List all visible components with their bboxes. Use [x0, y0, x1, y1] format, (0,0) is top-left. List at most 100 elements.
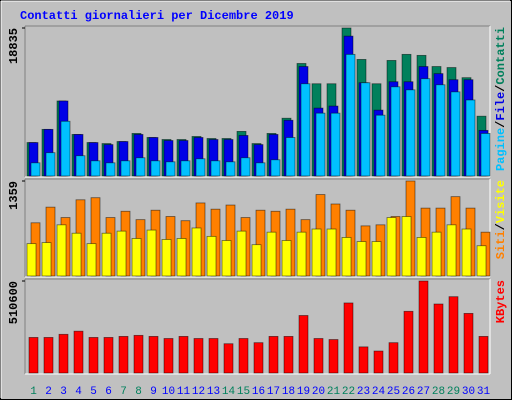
x-tick-label: 19: [297, 386, 310, 398]
bar: [240, 157, 251, 177]
bar: [90, 160, 101, 177]
bar: [206, 235, 217, 277]
bar: [311, 228, 322, 277]
bar: [285, 137, 296, 177]
bar: [45, 152, 56, 177]
bar: [416, 237, 427, 277]
legend-entry: Visite: [494, 180, 508, 223]
bar: [480, 133, 491, 177]
bar: [313, 338, 324, 374]
bar: [193, 338, 204, 374]
bar: [116, 230, 127, 277]
bar: [463, 313, 474, 374]
bar: [150, 160, 161, 177]
bar: [345, 53, 356, 177]
bar: [178, 336, 189, 374]
x-tick-label: 22: [342, 386, 355, 398]
bar: [43, 337, 54, 374]
x-tick-label: 23: [357, 386, 370, 398]
x-tick-label: 24: [372, 386, 386, 398]
bar: [418, 280, 429, 374]
bar: [88, 337, 99, 374]
chart-title: Contatti giornalieri per Dicembre 2019: [20, 9, 294, 23]
bar: [446, 224, 457, 277]
bar: [26, 243, 37, 277]
bar: [328, 339, 339, 374]
x-tick-label: 3: [60, 386, 67, 398]
bar: [356, 241, 367, 277]
x-tick-label: 21: [327, 386, 341, 398]
bar: [148, 336, 159, 374]
x-tick-label: 20: [312, 386, 325, 398]
bar: [373, 350, 384, 374]
x-tick-label: 14: [222, 386, 236, 398]
bar: [253, 342, 264, 374]
x-tick-label: 17: [267, 386, 280, 398]
bar: [420, 78, 431, 177]
x-tick-label: 27: [417, 386, 430, 398]
bar: [118, 336, 129, 374]
x-tick-label: 13: [207, 386, 220, 398]
bar: [375, 114, 386, 177]
bar: [103, 337, 114, 374]
bar: [371, 241, 382, 277]
x-tick-label: 4: [75, 386, 82, 398]
bar: [281, 240, 292, 277]
bar: [135, 157, 146, 177]
legend-entry: Siti: [494, 230, 508, 259]
bar: [298, 315, 309, 374]
legend-separator: /: [494, 121, 508, 128]
bar: [223, 343, 234, 374]
bar: [146, 229, 157, 277]
bar: [236, 230, 247, 277]
bar: [388, 342, 399, 374]
x-tick-label: 31: [477, 386, 491, 398]
bar: [30, 162, 41, 177]
bar: [210, 160, 221, 177]
x-tick-label: 2: [45, 386, 52, 398]
bar: [28, 337, 39, 374]
legend-entry: KBytes: [494, 280, 508, 323]
bar: [221, 240, 232, 277]
x-tick-label: 12: [192, 386, 205, 398]
legend-entry: Pagine: [494, 128, 508, 171]
x-tick-label: 8: [135, 386, 142, 398]
y-tick-label: 510600: [7, 281, 21, 324]
bar: [71, 232, 82, 277]
bar: [390, 86, 401, 177]
bar: [435, 84, 446, 177]
bar: [450, 91, 461, 177]
bar: [101, 232, 112, 277]
bar: [433, 303, 444, 374]
legend-separator: /: [494, 223, 508, 230]
legend: Pagine/File/Contatti: [494, 27, 508, 171]
bar: [386, 217, 397, 277]
bar: [191, 227, 202, 277]
bar: [431, 231, 442, 277]
x-tick-label: 9: [150, 386, 157, 398]
bar: [476, 245, 487, 277]
x-tick-label: 18: [282, 386, 295, 398]
y-tick-label: 1359: [7, 181, 21, 210]
bar: [266, 231, 277, 277]
bar: [120, 160, 131, 177]
bar: [296, 231, 307, 277]
bar: [58, 333, 69, 374]
bar: [163, 338, 174, 374]
x-tick-label: 16: [252, 386, 265, 398]
bar: [56, 224, 67, 277]
x-tick-label: 30: [462, 386, 475, 398]
bar: [315, 112, 326, 177]
bar: [461, 228, 472, 277]
bar: [238, 338, 249, 374]
bar: [283, 336, 294, 374]
bar: [180, 160, 191, 177]
bar: [358, 346, 369, 374]
bar: [41, 242, 52, 277]
bar: [208, 338, 219, 374]
bar: [75, 155, 86, 177]
bar: [478, 336, 489, 374]
bar: [225, 161, 236, 177]
x-tick-label: 11: [177, 386, 191, 398]
bar: [268, 336, 279, 374]
